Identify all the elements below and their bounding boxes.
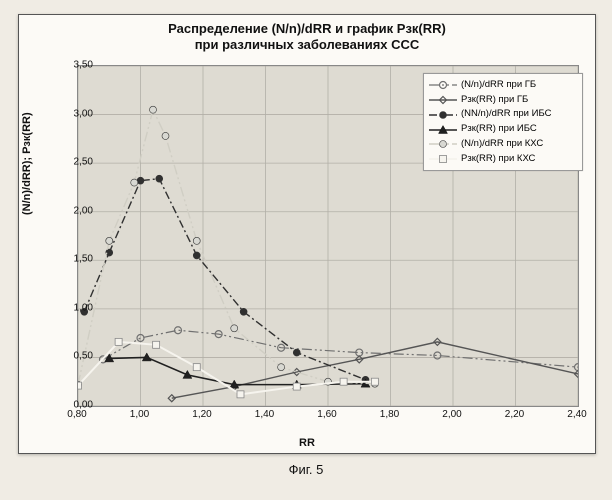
legend-label: Рзк(RR) при ИБС <box>461 122 537 137</box>
y-tick: 1,00 <box>59 302 93 313</box>
x-tick: 1,60 <box>317 409 336 420</box>
legend-item: (N/n)/dRR при КХС <box>429 137 577 152</box>
legend: (N/n)/dRR при ГБРзк(RR) при ГБ(NN/n)/dRR… <box>423 73 583 171</box>
x-tick: 1,20 <box>192 409 211 420</box>
figure-caption: Фиг. 5 <box>0 462 612 477</box>
y-tick: 2,00 <box>59 205 93 216</box>
legend-swatch <box>429 153 457 165</box>
legend-item: (NN/n)/dRR при ИБС <box>429 107 577 122</box>
legend-swatch <box>429 109 457 121</box>
legend-item: Рзк(RR) при КХС <box>429 152 577 167</box>
title-line1: Распределение (N/n)/dRR и график Рзк(RR) <box>168 21 446 36</box>
series-s5 <box>78 106 378 388</box>
y-tick: 2,50 <box>59 157 93 168</box>
x-tick: 0,80 <box>67 409 86 420</box>
x-tick: 1,00 <box>130 409 149 420</box>
legend-label: (N/n)/dRR при КХС <box>461 137 543 152</box>
legend-item: Рзк(RR) при ИБС <box>429 122 577 137</box>
x-tick: 2,40 <box>567 409 586 420</box>
y-tick: 3,50 <box>59 60 93 71</box>
series-s2 <box>168 338 578 401</box>
legend-item: (N/n)/dRR при ГБ <box>429 78 577 93</box>
y-tick: 3,00 <box>59 108 93 119</box>
x-tick: 1,40 <box>255 409 274 420</box>
legend-label: (NN/n)/dRR при ИБС <box>461 107 551 122</box>
y-tick: 0,50 <box>59 351 93 362</box>
y-tick: 1,50 <box>59 254 93 265</box>
x-tick: 2,20 <box>505 409 524 420</box>
x-axis-label: RR <box>19 437 595 449</box>
chart-title: Распределение (N/n)/dRR и график Рзк(RR)… <box>19 21 595 54</box>
legend-label: Рзк(RR) при КХС <box>461 152 535 167</box>
chart-frame: Распределение (N/n)/dRR и график Рзк(RR)… <box>18 14 596 454</box>
legend-label: Рзк(RR) при ГБ <box>461 93 528 108</box>
legend-swatch <box>429 124 457 136</box>
title-line2: при различных заболеваниях ССС <box>195 37 420 52</box>
legend-label: (N/n)/dRR при ГБ <box>461 78 536 93</box>
legend-swatch <box>429 79 457 91</box>
x-tick: 2,00 <box>442 409 461 420</box>
legend-item: Рзк(RR) при ГБ <box>429 93 577 108</box>
legend-swatch <box>429 138 457 150</box>
x-tick: 1,80 <box>380 409 399 420</box>
y-axis-label: (N/n)/dRR); Рзк(RR) <box>21 112 33 215</box>
legend-swatch <box>429 94 457 106</box>
